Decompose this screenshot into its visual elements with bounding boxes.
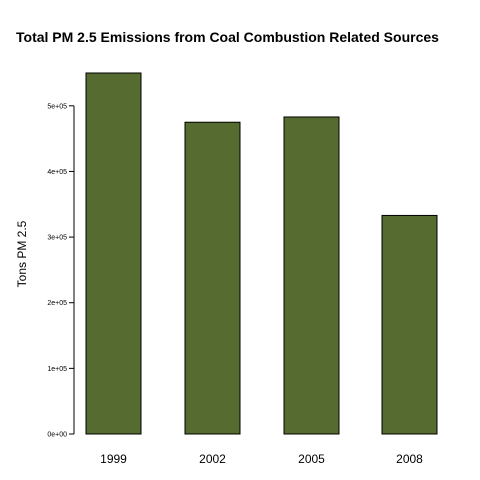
bar-2002 — [184, 121, 241, 435]
y-tick-label: 4e+05 — [47, 169, 67, 176]
x-tick-label-1999: 1999 — [100, 452, 127, 466]
x-tick-label-2008: 2008 — [396, 452, 423, 466]
y-axis-label: Tons PM 2.5 — [15, 220, 29, 287]
bars — [85, 72, 438, 435]
y-tick-label: 3e+05 — [47, 235, 67, 242]
y-tick-label: 2e+05 — [47, 300, 67, 307]
y-tick-label: 1e+05 — [47, 366, 67, 373]
chart-title: Total PM 2.5 Emissions from Coal Combust… — [16, 29, 439, 45]
y-tick-label: 0e+00 — [47, 432, 67, 439]
y-tick-label: 5e+05 — [47, 103, 67, 110]
y-axis: 0e+00 1e+05 2e+05 3e+05 4e+05 5e+05 — [47, 103, 75, 439]
x-tick-label-2005: 2005 — [298, 452, 325, 466]
x-tick-label-2002: 2002 — [199, 452, 226, 466]
bar-2008 — [381, 214, 438, 435]
bar-1999 — [85, 72, 142, 435]
x-axis-labels: 1999 2002 2005 2008 — [100, 452, 423, 466]
bar-2005 — [283, 116, 340, 435]
